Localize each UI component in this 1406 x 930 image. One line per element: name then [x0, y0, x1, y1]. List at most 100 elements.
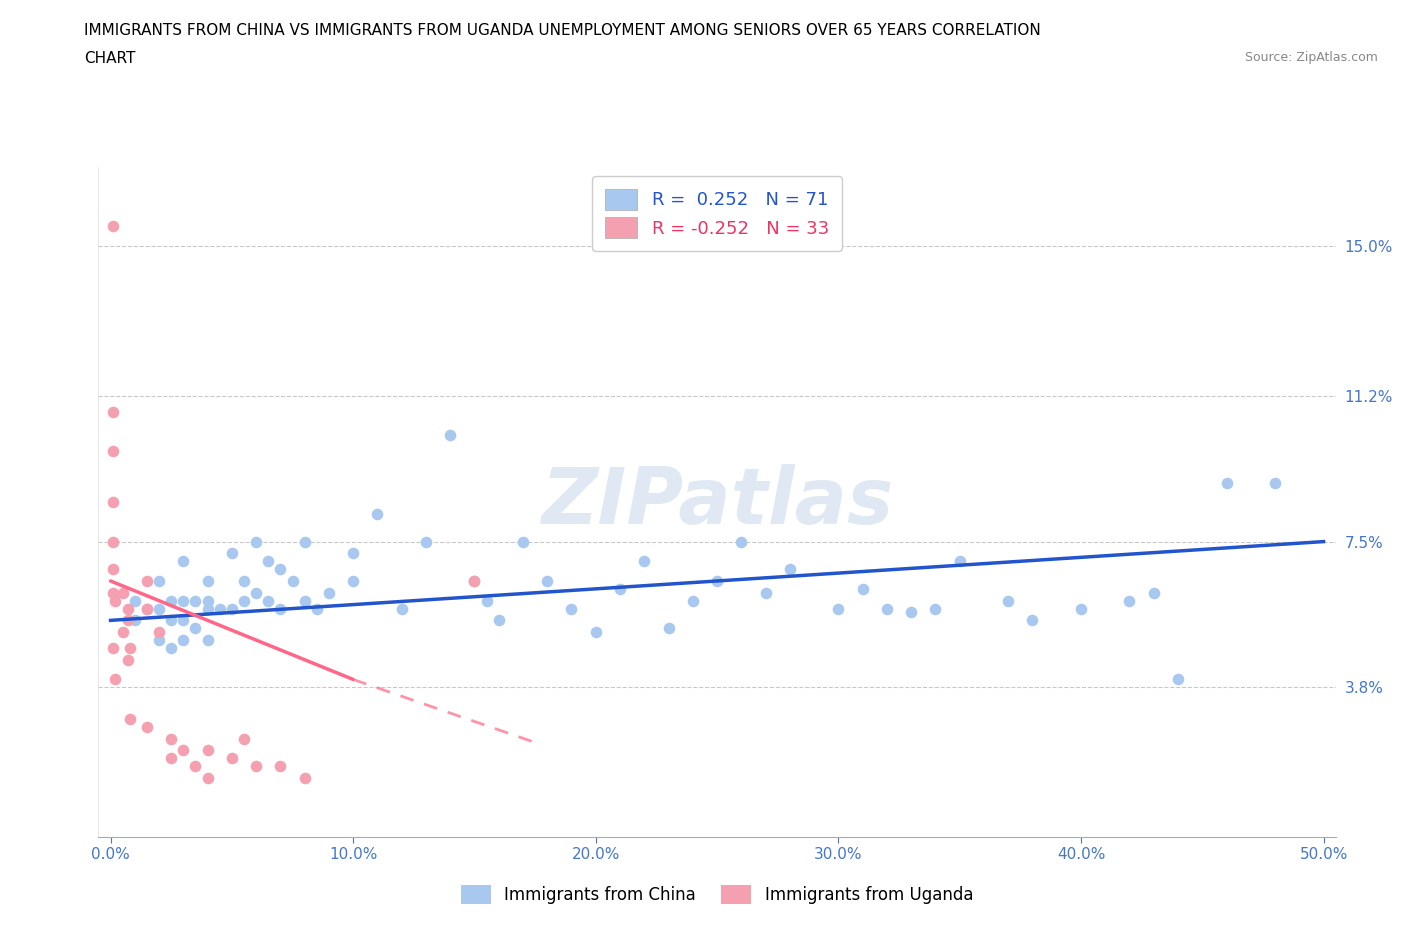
- Point: [876, 601, 898, 616]
- Text: IMMIGRANTS FROM CHINA VS IMMIGRANTS FROM UGANDA UNEMPLOYMENT AMONG SENIORS OVER : IMMIGRANTS FROM CHINA VS IMMIGRANTS FROM…: [84, 23, 1040, 38]
- Point: [160, 731, 183, 746]
- Point: [257, 554, 280, 569]
- Point: [1021, 613, 1043, 628]
- Point: [148, 625, 170, 640]
- Point: [536, 574, 558, 589]
- Point: [160, 613, 183, 628]
- Legend: Immigrants from China, Immigrants from Uganda: Immigrants from China, Immigrants from U…: [450, 873, 984, 916]
- Point: [294, 770, 316, 785]
- Point: [197, 601, 219, 616]
- Point: [221, 546, 243, 561]
- Point: [245, 759, 267, 774]
- Point: [779, 562, 801, 577]
- Point: [101, 562, 124, 577]
- Point: [633, 554, 655, 569]
- Point: [924, 601, 946, 616]
- Point: [136, 601, 159, 616]
- Point: [1118, 593, 1140, 608]
- Point: [827, 601, 849, 616]
- Point: [172, 554, 194, 569]
- Point: [148, 574, 170, 589]
- Point: [117, 613, 139, 628]
- Point: [148, 601, 170, 616]
- Point: [136, 574, 159, 589]
- Point: [104, 593, 127, 608]
- Point: [221, 601, 243, 616]
- Point: [118, 711, 141, 726]
- Point: [172, 632, 194, 647]
- Point: [281, 574, 304, 589]
- Point: [245, 534, 267, 549]
- Point: [101, 641, 124, 656]
- Point: [136, 601, 159, 616]
- Point: [208, 601, 231, 616]
- Point: [101, 585, 124, 600]
- Point: [342, 546, 364, 561]
- Point: [755, 585, 778, 600]
- Point: [148, 632, 170, 647]
- Point: [101, 444, 124, 458]
- Point: [997, 593, 1019, 608]
- Text: Source: ZipAtlas.com: Source: ZipAtlas.com: [1244, 51, 1378, 64]
- Point: [197, 593, 219, 608]
- Point: [160, 593, 183, 608]
- Point: [197, 770, 219, 785]
- Point: [101, 534, 124, 549]
- Point: [269, 759, 291, 774]
- Point: [366, 507, 388, 522]
- Point: [233, 574, 256, 589]
- Text: CHART: CHART: [84, 51, 136, 66]
- Point: [439, 428, 461, 443]
- Point: [415, 534, 437, 549]
- Point: [124, 613, 146, 628]
- Point: [488, 613, 510, 628]
- Point: [318, 585, 340, 600]
- Point: [184, 621, 207, 636]
- Point: [111, 585, 134, 600]
- Point: [233, 731, 256, 746]
- Point: [245, 585, 267, 600]
- Point: [1070, 601, 1092, 616]
- Point: [117, 601, 139, 616]
- Point: [730, 534, 752, 549]
- Point: [104, 672, 127, 687]
- Point: [585, 625, 607, 640]
- Point: [101, 495, 124, 510]
- Point: [1167, 672, 1189, 687]
- Point: [257, 593, 280, 608]
- Point: [682, 593, 704, 608]
- Point: [269, 601, 291, 616]
- Point: [233, 593, 256, 608]
- Point: [706, 574, 728, 589]
- Point: [463, 574, 485, 589]
- Point: [101, 219, 124, 234]
- Point: [160, 751, 183, 765]
- Point: [221, 751, 243, 765]
- Point: [136, 719, 159, 734]
- Point: [463, 574, 485, 589]
- Point: [391, 601, 413, 616]
- Point: [197, 632, 219, 647]
- Point: [949, 554, 972, 569]
- Point: [184, 759, 207, 774]
- Point: [294, 593, 316, 608]
- Point: [197, 743, 219, 758]
- Text: ZIPatlas: ZIPatlas: [541, 464, 893, 540]
- Point: [609, 581, 631, 596]
- Point: [512, 534, 534, 549]
- Point: [117, 652, 139, 667]
- Point: [1143, 585, 1166, 600]
- Point: [111, 625, 134, 640]
- Point: [1215, 475, 1237, 490]
- Point: [101, 405, 124, 419]
- Point: [657, 621, 679, 636]
- Point: [197, 574, 219, 589]
- Point: [852, 581, 875, 596]
- Point: [118, 641, 141, 656]
- Point: [1264, 475, 1286, 490]
- Point: [342, 574, 364, 589]
- Point: [900, 605, 922, 620]
- Point: [560, 601, 582, 616]
- Point: [184, 593, 207, 608]
- Point: [294, 534, 316, 549]
